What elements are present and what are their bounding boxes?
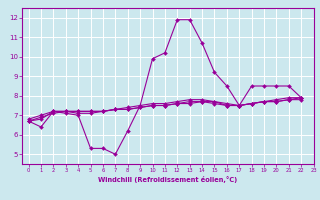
X-axis label: Windchill (Refroidissement éolien,°C): Windchill (Refroidissement éolien,°C) (98, 176, 238, 183)
